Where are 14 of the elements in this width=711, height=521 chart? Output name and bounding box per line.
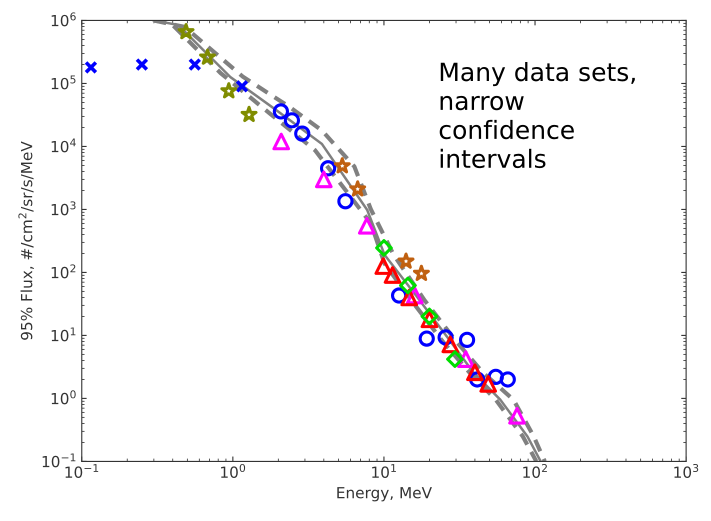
y-tick-label: 10$^{6}$: [52, 12, 76, 26]
y-tick-label: 10$^{4}$: [52, 138, 76, 152]
y-axis-title: 95% Flux, #/cm$^{2}$/sr/s/MeV: [18, 141, 34, 340]
x-axis-title: Energy, MeV: [337, 487, 432, 502]
y-tick-label: 10$^{1}$: [52, 327, 76, 342]
x-tick-label: 10$^{2}$: [523, 464, 547, 478]
x-tick-label: 10$^{3}$: [674, 464, 698, 478]
y-tick-label: 10$^{2}$: [52, 264, 76, 278]
y-tick-label: 10$^{5}$: [52, 76, 76, 90]
annotation: Many data sets, narrow confidence intervals: [440, 62, 635, 168]
y-tick-label: 10$^{3}$: [52, 201, 76, 216]
y-tick-label: 10$^{0}$: [52, 390, 76, 404]
x-tick-label: 10$^{1}$: [372, 464, 396, 478]
x-tick-label: 10$^{0}$: [221, 464, 246, 478]
